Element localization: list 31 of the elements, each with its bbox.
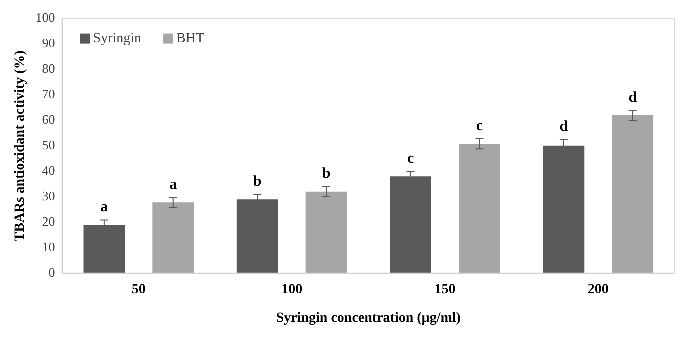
- bar: [306, 192, 348, 274]
- x-tick-label: 150: [434, 282, 456, 298]
- y-tick-label: 90: [42, 36, 56, 51]
- x-tick-label: 100: [282, 282, 303, 298]
- legend-label: Syringin: [93, 31, 142, 46]
- bar: [459, 144, 500, 274]
- bar: [152, 202, 194, 274]
- annotation: a: [170, 176, 178, 193]
- x-tick-label: 200: [588, 282, 609, 298]
- annotation: a: [100, 200, 109, 216]
- annotation: c: [476, 118, 484, 134]
- y-tick-label: 20: [42, 214, 56, 229]
- legend-label: BHT: [176, 31, 205, 46]
- y-tick-label: 50: [42, 138, 56, 153]
- y-tick-label: 30: [42, 188, 56, 204]
- y-tick-label: 40: [42, 162, 56, 178]
- annotation: b: [322, 166, 331, 182]
- y-tick-label: 60: [42, 112, 56, 128]
- annotation: d: [628, 90, 638, 106]
- x-axis-title: Syringin concentration (µg/ml): [276, 311, 462, 326]
- x-tick-label: 50: [132, 282, 146, 298]
- y-tick-label: 10: [42, 239, 56, 254]
- y-tick-label: 70: [42, 86, 56, 102]
- y-axis-title: TBARs antioxidant activity (%): [13, 50, 28, 242]
- annotation: d: [560, 118, 569, 135]
- y-tick-label: 0: [48, 264, 56, 280]
- annotation: c: [407, 150, 414, 167]
- y-tick-label: 80: [42, 61, 56, 76]
- annotation: b: [253, 174, 262, 190]
- bar: [612, 116, 654, 274]
- y-tick-label: 100: [36, 10, 56, 26]
